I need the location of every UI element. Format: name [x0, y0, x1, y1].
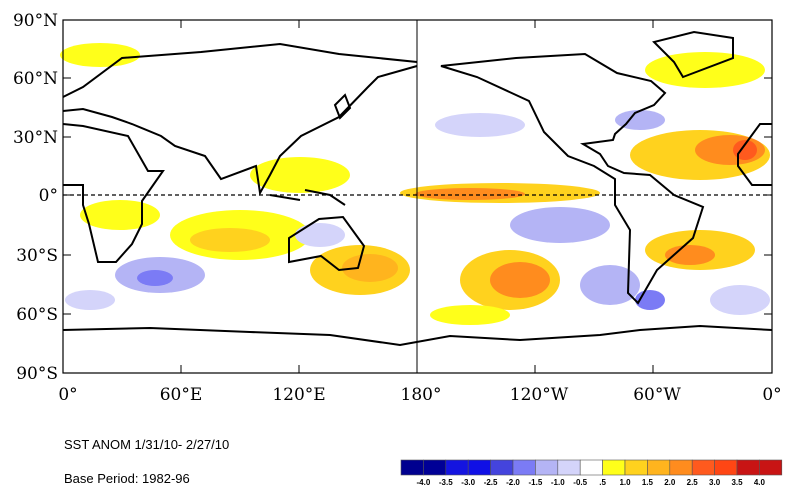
colorbar-swatch [512, 459, 536, 476]
lon-labels: 0° 60°E 120°E 180° 120°W 60°W 0° [58, 385, 781, 405]
colorbar-label: 2.5 [687, 478, 699, 487]
colorbar-swatch [400, 459, 424, 476]
map-frame [62, 19, 773, 374]
colorbar-label: -2.5 [484, 478, 498, 487]
colorbar-label: -1.0 [551, 478, 565, 487]
greenland-coast [652, 30, 734, 79]
lat-labels: 90°N 60°N 30°N 0° 30°S 60°S 90°S [13, 11, 58, 384]
colorbar-swatch [467, 459, 491, 476]
ticks [63, 20, 772, 373]
eurasia-coast [62, 42, 418, 197]
lat-label: 0° [39, 186, 58, 206]
colorbar-label: -4.0 [417, 478, 431, 487]
map-title: SST ANOM 1/31/10- 2/27/10 [64, 437, 230, 452]
colorbar-swatch [624, 459, 648, 476]
colorbar-label: -3.5 [439, 478, 453, 487]
americas-coast [440, 52, 705, 305]
colorbar-swatch [736, 459, 760, 476]
lat-label: 60°N [13, 69, 58, 89]
colorbar-label: -0.5 [573, 478, 587, 487]
base-period: Base Period: 1982-96 [64, 471, 190, 486]
antarctica-coast [62, 324, 773, 347]
lon-label: 0° [762, 385, 781, 405]
colorbar-label: -1.5 [529, 478, 543, 487]
colorbar: -4.0 -3.5 -3.0 -2.5 -2.0 -1.5 -1.0 -0.5 .5 1.0 1.5… [400, 459, 783, 487]
anomaly-fields [60, 43, 770, 325]
lon-label: 180° [401, 385, 442, 405]
colorbar-label: -2.0 [506, 478, 520, 487]
lat-label: 30°N [13, 128, 58, 148]
colorbar-swatch [691, 459, 715, 476]
australia-coast [288, 215, 366, 272]
lat-label: 30°S [16, 246, 58, 266]
colorbar-swatch [445, 459, 469, 476]
lat-label: 60°S [16, 305, 58, 325]
japan-coast [333, 93, 352, 120]
colorbar-label: .5 [599, 478, 606, 487]
colorbar-swatch [714, 459, 738, 476]
colorbar-swatch [579, 459, 603, 476]
lat-label: 90°N [13, 11, 58, 31]
colorbar-label: 3.0 [709, 478, 721, 487]
lon-label: 120°E [272, 385, 325, 405]
colorbar-label: 1.0 [619, 478, 631, 487]
coastlines [62, 30, 773, 347]
colorbar-label: 4.0 [754, 478, 766, 487]
colorbar-swatch [535, 459, 559, 476]
lon-label: 60°E [160, 385, 203, 405]
colorbar-label: 3.5 [731, 478, 743, 487]
colorbar-swatch [669, 459, 693, 476]
africa-west-coast [737, 123, 772, 186]
colorbar-swatch [602, 459, 626, 476]
colorbar-label: -3.0 [461, 478, 475, 487]
colorbar-label: 2.0 [664, 478, 676, 487]
colorbar-swatch [557, 459, 581, 476]
lon-label: 120°W [510, 385, 569, 405]
africa-coast [62, 123, 165, 263]
colorbar-swatch [490, 459, 514, 476]
lon-label: 60°W [633, 385, 681, 405]
lat-label: 90°S [16, 364, 58, 384]
lon-label: 0° [58, 385, 77, 405]
colorbar-swatch [647, 459, 671, 476]
colorbar-label: 1.5 [642, 478, 654, 487]
colorbar-swatch [759, 459, 783, 476]
colorbar-swatch [423, 459, 447, 476]
